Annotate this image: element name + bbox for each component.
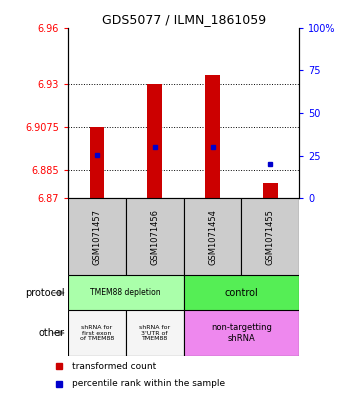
Bar	[68, 275, 184, 310]
Text: GSM1071455: GSM1071455	[266, 209, 275, 265]
Text: GSM1071457: GSM1071457	[92, 209, 101, 265]
Text: shRNA for
3'UTR of
TMEM88: shRNA for 3'UTR of TMEM88	[139, 325, 170, 342]
Bar	[90, 127, 104, 198]
Bar	[184, 198, 241, 275]
Title: GDS5077 / ILMN_1861059: GDS5077 / ILMN_1861059	[102, 13, 266, 26]
Text: protocol: protocol	[25, 288, 65, 298]
Bar	[263, 183, 277, 198]
Bar	[126, 310, 184, 356]
Bar	[184, 310, 299, 356]
Bar	[68, 198, 126, 275]
Text: transformed count: transformed count	[72, 362, 156, 371]
Text: control: control	[224, 288, 258, 298]
Bar	[241, 198, 299, 275]
Bar	[126, 198, 184, 275]
Bar	[148, 84, 162, 198]
Bar	[68, 310, 126, 356]
Text: shRNA for
first exon
of TMEM88: shRNA for first exon of TMEM88	[80, 325, 114, 342]
Bar	[205, 75, 220, 198]
Text: percentile rank within the sample: percentile rank within the sample	[72, 379, 225, 388]
Text: other: other	[39, 328, 65, 338]
Bar	[184, 275, 299, 310]
Text: TMEM88 depletion: TMEM88 depletion	[90, 288, 161, 297]
Text: GSM1071454: GSM1071454	[208, 209, 217, 265]
Text: non-targetting
shRNA: non-targetting shRNA	[211, 323, 272, 343]
Text: GSM1071456: GSM1071456	[150, 209, 159, 265]
